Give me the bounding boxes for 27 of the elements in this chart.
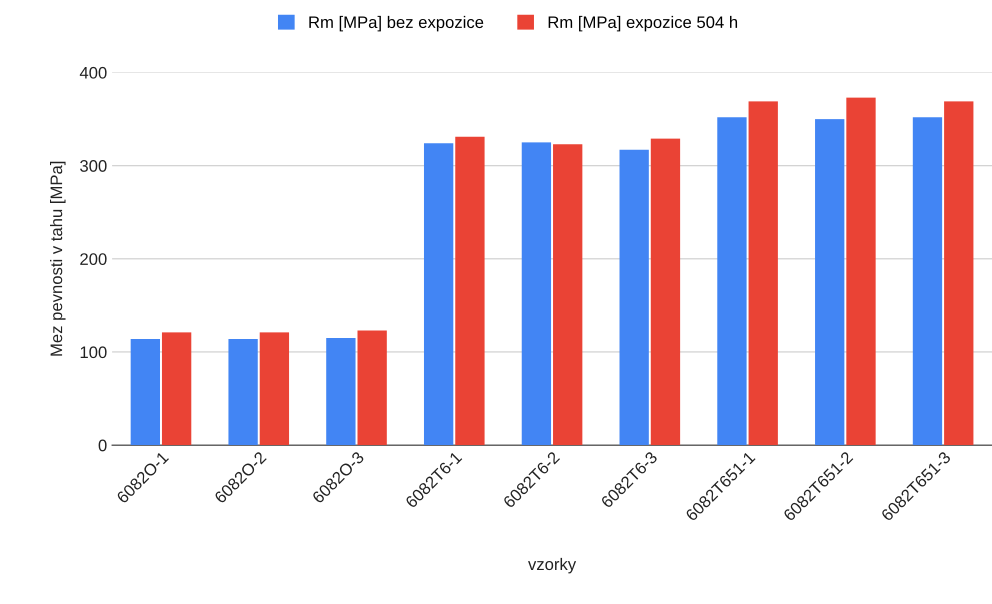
legend-label: Rm [MPa] bez expozice	[309, 16, 484, 32]
x-axis-title: vzorky	[528, 558, 576, 574]
bar	[455, 136, 485, 446]
y-tick-label: 100	[80, 346, 107, 358]
y-tick-label: 400	[80, 66, 107, 79]
bar	[912, 117, 942, 446]
bar	[162, 332, 192, 446]
bar	[620, 150, 649, 446]
bar	[424, 143, 454, 446]
bar	[260, 332, 290, 446]
y-tick-label: 200	[80, 253, 107, 266]
y-tick-label: 300	[80, 160, 107, 172]
bar	[553, 144, 582, 446]
bar	[944, 101, 974, 446]
bar	[326, 338, 356, 446]
y-tick-label: 0	[98, 440, 107, 452]
bar	[522, 142, 552, 446]
legend-label: Rm [MPa] expozice 504 h	[548, 16, 738, 32]
bar	[846, 98, 876, 446]
bar	[717, 117, 747, 446]
bar	[130, 338, 160, 446]
y-axis-title: Mez pevnosti v tahu [MPa]	[50, 162, 66, 356]
bar	[228, 338, 258, 446]
bar	[650, 138, 680, 446]
bar	[357, 330, 387, 446]
bar	[815, 119, 844, 446]
bar	[748, 101, 778, 446]
